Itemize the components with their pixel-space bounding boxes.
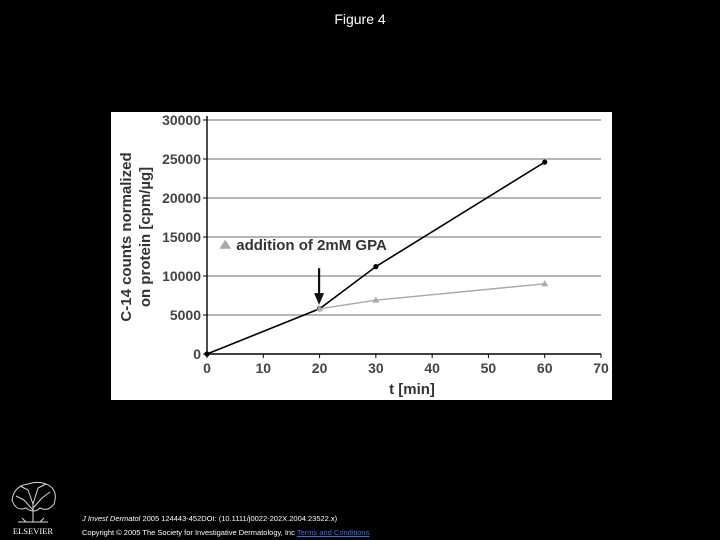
citation-journal: J Invest Dermatol bbox=[82, 514, 141, 523]
x-tick-label: 30 bbox=[368, 360, 384, 376]
y-tick-label: 0 bbox=[193, 346, 201, 362]
x-tick-label: 50 bbox=[481, 360, 497, 376]
data-point bbox=[204, 351, 210, 357]
x-tick-label: 70 bbox=[593, 360, 609, 376]
data-point bbox=[372, 296, 380, 303]
terms-link[interactable]: Terms and Conditions bbox=[296, 528, 370, 537]
x-tick-label: 10 bbox=[255, 360, 271, 376]
data-point bbox=[542, 159, 548, 165]
x-tick-label: 60 bbox=[537, 360, 553, 376]
elsevier-logo: ELSEVIER bbox=[4, 478, 62, 538]
y-tick-label: 5000 bbox=[170, 307, 201, 323]
data-point bbox=[541, 280, 549, 287]
annotation-label: addition of 2mM GPA bbox=[236, 237, 387, 254]
x-tick-label: 0 bbox=[203, 360, 211, 376]
arrow-head bbox=[314, 293, 325, 305]
figure-title: Figure 4 bbox=[334, 11, 386, 27]
y-axis-label-line: on protein [cpm/µg] bbox=[137, 167, 154, 307]
y-tick-label: 25000 bbox=[162, 151, 201, 167]
x-tick-label: 40 bbox=[424, 360, 440, 376]
y-axis-label-line: C-14 counts normalized bbox=[118, 152, 135, 321]
series-line-2 bbox=[319, 283, 545, 310]
logo-wordmark: ELSEVIER bbox=[13, 526, 53, 536]
copyright: Copyright © 2005 The Society for Investi… bbox=[82, 528, 369, 537]
series-line-1 bbox=[206, 161, 546, 355]
chart-svg: 0 5000 10000 15000 20000 25000 30000 0 10 20 30 40 5… bbox=[118, 112, 609, 398]
legend-marker bbox=[219, 239, 232, 249]
y-tick-label: 30000 bbox=[162, 112, 201, 128]
citation: J Invest Dermatol 2005 124443-452DOI: (1… bbox=[82, 514, 337, 523]
x-axis-label: t [min] bbox=[389, 381, 435, 398]
y-tick-label: 10000 bbox=[162, 268, 201, 284]
y-tick-label: 15000 bbox=[162, 229, 201, 245]
y-tick-label: 20000 bbox=[162, 190, 201, 206]
copyright-text: Copyright © 2005 The Society for Investi… bbox=[82, 528, 297, 537]
data-point bbox=[373, 264, 379, 270]
citation-details: 2005 124443-452DOI: (10.1111/j0022-202X.… bbox=[140, 514, 338, 523]
chart-panel: 0 5000 10000 15000 20000 25000 30000 0 10 20 30 40 5… bbox=[111, 112, 612, 400]
data-point bbox=[316, 305, 324, 312]
x-tick-label: 20 bbox=[312, 360, 328, 376]
